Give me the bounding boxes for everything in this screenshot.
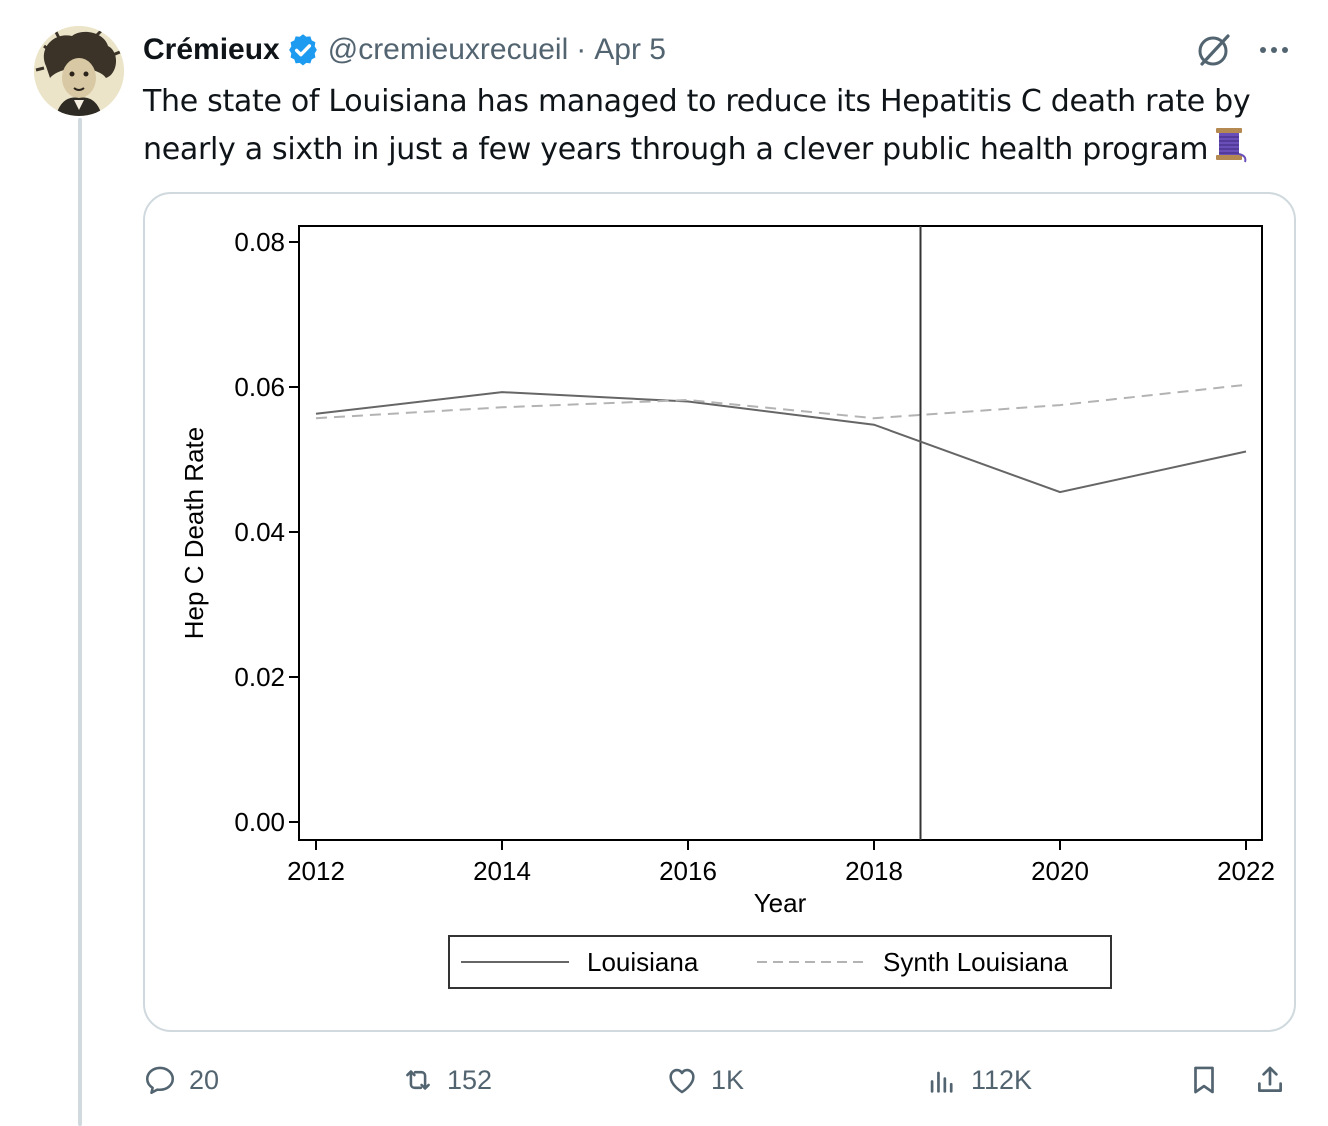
repost-icon bbox=[406, 1070, 430, 1090]
tweet-text: The state of Louisiana has managed to re… bbox=[143, 80, 1313, 177]
x-axis: 2012 2014 2016 2018 2020 2022 bbox=[287, 840, 1275, 886]
x-tick-label: 2022 bbox=[1217, 856, 1275, 886]
series-line-louisiana bbox=[315, 391, 1247, 494]
x-axis-label: Year bbox=[754, 888, 807, 918]
author-name[interactable]: Crémieux bbox=[143, 33, 280, 66]
legend-label-louisiana: Louisiana bbox=[587, 947, 699, 977]
avatar-image bbox=[34, 26, 124, 116]
reply-count: 20 bbox=[189, 1064, 220, 1095]
y-axis: 0.00 0.02 0.04 0.06 0.08 bbox=[234, 227, 299, 837]
repost-button[interactable]: 152 bbox=[401, 1056, 492, 1104]
legend: Louisiana Synth Louisiana bbox=[448, 935, 1112, 989]
y-tick-label: 0.08 bbox=[234, 227, 285, 257]
bookmark-icon bbox=[1194, 1066, 1214, 1094]
x-tick-label: 2020 bbox=[1031, 856, 1089, 886]
y-tick-label: 0.02 bbox=[234, 662, 285, 692]
more-options-icon[interactable] bbox=[1254, 30, 1294, 70]
tweet-text-line-2: nearly a sixth in just a few years throu… bbox=[143, 124, 1313, 177]
reply-button[interactable]: 20 bbox=[143, 1056, 219, 1104]
thread-connector-line bbox=[78, 118, 82, 1126]
y-tick-label: 0.06 bbox=[234, 372, 285, 402]
avatar[interactable] bbox=[34, 26, 124, 116]
views-button[interactable]: 112K bbox=[925, 1056, 1032, 1104]
reply-icon bbox=[145, 1066, 175, 1095]
x-tick-label: 2018 bbox=[845, 856, 903, 886]
share-button[interactable] bbox=[1253, 1056, 1299, 1104]
like-icon bbox=[669, 1068, 695, 1094]
tweet-header: Crémieux @cremieuxrecueil · Apr 5 bbox=[143, 28, 666, 72]
views-icon bbox=[930, 1071, 953, 1093]
series-layer bbox=[315, 383, 1247, 494]
y-tick-label: 0.00 bbox=[234, 807, 285, 837]
legend-label-synth-louisiana: Synth Louisiana bbox=[883, 947, 1069, 977]
x-tick-label: 2014 bbox=[473, 856, 531, 886]
y-tick-label: 0.04 bbox=[234, 517, 285, 547]
bookmark-button[interactable] bbox=[1187, 1056, 1233, 1104]
action-bar: 20 152 1K 112K bbox=[143, 1056, 1293, 1104]
series-line-synth-louisiana bbox=[315, 383, 1247, 420]
views-count: 112K bbox=[971, 1064, 1033, 1095]
x-tick-label: 2012 bbox=[287, 856, 345, 886]
hep-c-death-rate-chart: 0.00 0.02 0.04 0.06 0.08 2012 2014 2016 2018 202… bbox=[179, 225, 1275, 989]
tweet-text-line-2-content: nearly a sixth in just a few years throu… bbox=[143, 132, 1209, 167]
spool-of-thread-icon bbox=[1210, 124, 1250, 177]
y-axis-label: Hep C Death Rate bbox=[179, 427, 209, 639]
like-count: 1K bbox=[711, 1064, 745, 1095]
header-separator: · bbox=[576, 33, 587, 66]
like-button[interactable]: 1K bbox=[665, 1056, 744, 1104]
post-date[interactable]: Apr 5 bbox=[594, 33, 666, 66]
media-card[interactable]: 0.00 0.02 0.04 0.06 0.08 2012 2014 2016 2018 202… bbox=[143, 192, 1296, 1032]
repost-count: 152 bbox=[447, 1064, 493, 1095]
plot-area bbox=[298, 225, 1263, 841]
verified-badge-icon[interactable] bbox=[286, 33, 320, 67]
share-icon bbox=[1258, 1066, 1282, 1092]
tweet-text-line-1: The state of Louisiana has managed to re… bbox=[143, 84, 1251, 119]
grok-icon[interactable] bbox=[1194, 30, 1234, 70]
author-handle[interactable]: @cremieuxrecueil bbox=[327, 33, 569, 66]
x-tick-label: 2016 bbox=[659, 856, 717, 886]
